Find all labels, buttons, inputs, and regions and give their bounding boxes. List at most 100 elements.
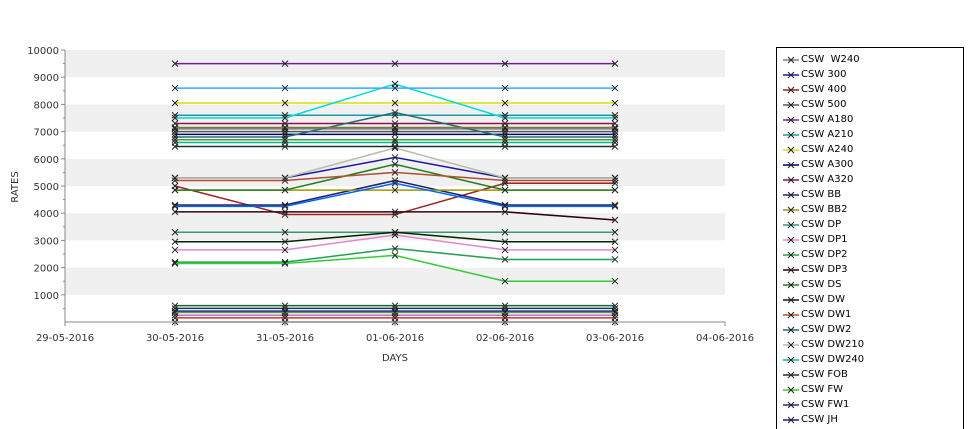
data-point-marker	[281, 136, 289, 144]
legend-label: CSW DP	[801, 219, 842, 230]
legend-swatch-icon	[783, 191, 799, 199]
series-15	[171, 160, 619, 194]
data-point-marker	[391, 302, 399, 310]
series-6	[171, 99, 619, 107]
legend-swatch-icon	[783, 281, 799, 289]
data-point-marker	[501, 60, 509, 67]
data-point-marker	[281, 99, 289, 107]
data-point-marker	[501, 136, 509, 144]
legend-swatch-icon	[783, 176, 799, 184]
legend-swatch-icon	[783, 311, 799, 319]
data-point-marker	[391, 124, 399, 131]
plot-background	[65, 50, 725, 322]
data-point-marker	[281, 114, 289, 122]
series-14	[171, 208, 619, 224]
legend-swatch-icon	[783, 371, 799, 379]
legend-item: CSW 300	[777, 67, 963, 82]
grid-band	[65, 240, 725, 268]
series-16	[171, 228, 619, 246]
legend-item: CSW FW1	[777, 397, 963, 412]
data-point-marker	[171, 302, 179, 310]
legend-label: CSW FOB	[801, 369, 848, 380]
data-point-marker	[391, 177, 399, 184]
data-point-marker	[281, 309, 289, 316]
legend-item: CSW BB	[777, 187, 963, 202]
data-point-marker	[501, 302, 509, 310]
data-point-marker	[171, 246, 179, 254]
data-point-marker	[501, 186, 509, 194]
data-point-marker	[171, 186, 179, 194]
data-point-marker	[611, 186, 619, 194]
legend-label: CSW BB	[801, 189, 842, 200]
series-33	[171, 309, 619, 316]
data-point-marker	[501, 208, 509, 216]
data-point-marker	[391, 143, 399, 150]
data-point-marker	[501, 228, 509, 236]
y-tick-label: 8000	[34, 100, 59, 111]
data-point-marker	[171, 208, 179, 216]
x-tick-label: 02-06-2016	[476, 333, 534, 344]
legend-label: CSW BB2	[801, 204, 848, 215]
data-point-marker	[611, 228, 619, 236]
data-point-marker	[391, 109, 399, 116]
data-point-marker	[281, 84, 289, 92]
legend-label: CSW JH	[801, 414, 838, 425]
data-point-marker	[281, 238, 289, 246]
legend-swatch-icon	[783, 401, 799, 409]
y-tick-label: 4000	[34, 209, 59, 220]
data-point-marker	[611, 216, 619, 224]
legend-swatch-icon	[783, 116, 799, 124]
data-point-marker	[171, 143, 179, 150]
data-point-marker	[171, 228, 179, 236]
legend-item: CSW 500	[777, 97, 963, 112]
legend-item: CSW FW	[777, 382, 963, 397]
data-point-marker	[611, 246, 619, 254]
data-point-marker	[281, 143, 289, 150]
legend-item: CSW DW1	[777, 307, 963, 322]
data-point-marker	[281, 260, 289, 267]
series-22	[171, 252, 619, 285]
data-point-marker	[171, 84, 179, 92]
legend-item: CSW DP3	[777, 262, 963, 277]
y-tick-label: 10000	[27, 46, 59, 57]
data-point-marker	[391, 160, 399, 168]
legend-label: CSW DW2	[801, 324, 852, 335]
legend-item: CSW DP	[777, 217, 963, 232]
data-point-marker	[391, 228, 399, 236]
data-point-marker	[501, 309, 509, 316]
series-28	[171, 124, 619, 131]
data-point-marker	[501, 238, 509, 246]
data-point-marker	[171, 174, 179, 182]
y-tick-label: 6000	[34, 155, 59, 166]
legend-item: CSW DW	[777, 292, 963, 307]
y-tick-label: 2000	[34, 264, 59, 275]
legend-item: CSW BB2	[777, 202, 963, 217]
legend-swatch-icon	[783, 416, 799, 424]
data-point-marker	[611, 256, 619, 263]
data-point-marker	[501, 114, 509, 122]
legend-label: CSW DW1	[801, 309, 852, 320]
data-point-marker	[391, 208, 399, 216]
data-point-marker	[391, 186, 399, 194]
data-point-marker	[281, 174, 289, 182]
legend-label: CSW DW	[801, 294, 845, 305]
legend-swatch-icon	[783, 356, 799, 364]
data-point-marker	[391, 179, 399, 187]
legend-swatch-icon	[783, 236, 799, 244]
legend-swatch-icon	[783, 146, 799, 154]
data-point-marker	[281, 186, 289, 194]
data-point-marker	[611, 302, 619, 310]
data-point-marker	[611, 309, 619, 316]
data-point-marker	[281, 124, 289, 131]
data-point-marker	[391, 169, 399, 176]
legend-label: CSW DP1	[801, 234, 848, 245]
legend-item: CSW JH	[777, 412, 963, 427]
grid-band	[65, 131, 725, 159]
y-tick-label: 1000	[34, 291, 59, 302]
legend-label: CSW DW210	[801, 339, 865, 350]
grid-band	[65, 267, 725, 295]
data-point-marker	[391, 130, 399, 138]
legend-item: CSW 400	[777, 82, 963, 97]
data-point-marker	[281, 208, 289, 216]
